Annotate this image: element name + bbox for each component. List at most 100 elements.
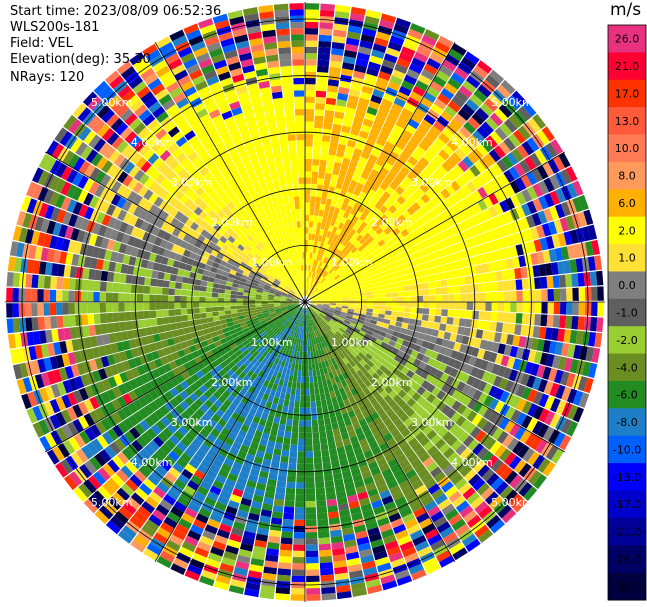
velocity-gate [261,302,268,305]
velocity-gate [385,239,394,248]
velocity-gates [6,3,604,601]
velocity-gate [49,303,57,316]
velocity-gate [397,286,405,292]
velocity-gate [509,312,517,324]
velocity-gate [313,140,322,148]
velocity-gate [341,125,352,134]
velocity-gate [285,494,295,501]
velocity-gate [273,498,285,507]
velocity-gate [403,285,411,292]
velocity-gate [385,306,393,311]
velocity-gate [479,253,488,264]
velocity-gate [420,214,430,224]
velocity-gate [454,130,468,143]
velocity-gate [403,74,418,86]
velocity-gate [458,250,468,260]
velocity-gate [335,305,343,308]
velocity-gate [352,231,360,239]
velocity-gate [372,243,381,251]
velocity-gate [317,247,323,255]
velocity-gate [370,168,380,178]
velocity-gate [224,302,231,307]
velocity-gate [388,213,398,223]
velocity-gate [363,277,371,283]
velocity-gate [393,271,402,278]
velocity-gate [434,137,446,149]
velocity-gate [497,291,505,302]
velocity-gate [318,284,324,290]
velocity-gate [355,182,364,191]
velocity-gate [509,279,517,291]
velocity-gate [467,116,481,130]
velocity-gate [366,268,374,274]
velocity-gate [466,205,477,217]
velocity-gate [335,105,346,114]
velocity-gate [345,205,353,214]
velocity-gate [353,148,363,157]
velocity-gate [467,134,481,148]
velocity-gate [325,243,331,251]
velocity-gate [493,203,504,216]
velocity-gate [531,168,544,183]
velocity-gate [397,214,407,224]
velocity-gate [428,174,439,185]
velocity-gate [485,292,492,302]
velocity-gate [143,310,151,319]
velocity-gate [407,253,416,262]
velocity-gate [418,156,430,168]
velocity-gate [594,255,603,271]
velocity-gate [305,171,312,178]
velocity-gate [340,311,348,316]
velocity-gate [352,284,360,289]
velocity-gate [506,151,519,166]
velocity-gate [351,153,361,163]
velocity-gate [342,119,353,128]
velocity-gate [431,266,439,275]
velocity-gate [341,246,348,254]
velocity-gate [299,351,303,358]
velocity-gate [457,160,469,173]
velocity-gate [403,102,417,113]
velocity-gate [399,269,408,276]
velocity-gate [314,266,319,273]
velocity-gate [504,183,516,197]
velocity-gate [236,302,243,306]
velocity-gate [329,232,336,240]
velocity-gate [563,260,572,274]
velocity-gate [489,271,497,282]
velocity-gate [512,232,522,245]
velocity-gate [460,302,467,310]
velocity-gate [296,476,305,483]
velocity-gate [430,196,441,207]
velocity-gate [478,311,486,321]
velocity-gate [423,334,432,342]
velocity-gate [438,272,447,281]
velocity-gate [6,318,14,334]
velocity-gate [62,315,70,328]
velocity-gate [155,310,163,318]
velocity-gate [557,261,565,275]
velocity-gate [326,498,338,507]
velocity-gate [313,240,318,248]
velocity-gate [6,287,13,302]
velocity-gate [311,298,318,301]
velocity-gate [339,237,346,245]
velocity-gate [434,153,446,165]
velocity-gate [319,431,327,439]
velocity-gate [517,125,531,141]
velocity-gate [503,291,511,302]
velocity-gate [305,21,319,29]
velocity-gate [292,375,298,383]
velocity-gate [195,273,203,280]
velocity-gate [476,348,486,359]
velocity-gate [291,432,299,439]
velocity-gate [324,423,333,432]
velocity-gate [308,233,312,241]
velocity-gate [415,187,425,198]
velocity-gate [589,271,598,286]
velocity-gate [412,85,426,97]
velocity-gate [310,296,317,300]
velocity-gate [330,199,338,208]
velocity-gate [392,218,402,228]
velocity-gate [322,128,332,136]
